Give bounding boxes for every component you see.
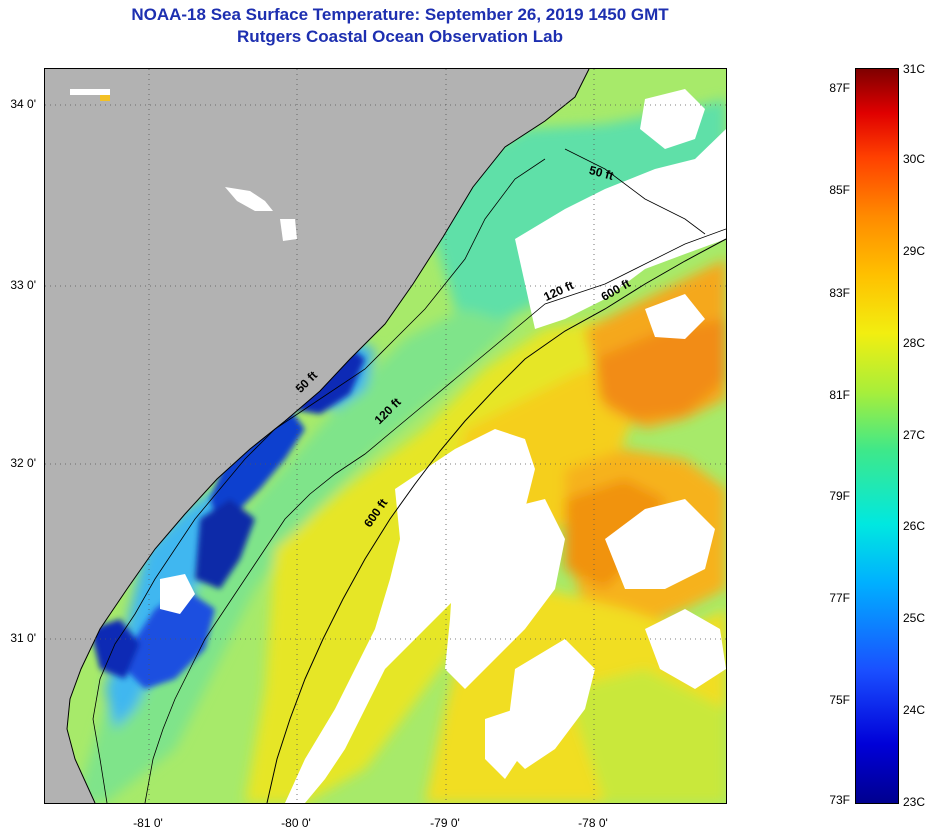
lon-label-81: -81 0' bbox=[133, 816, 163, 830]
lat-label-32: 32 0' bbox=[10, 456, 36, 470]
contour-600ft-line bbox=[266, 238, 726, 803]
lat-label-31: 31 0' bbox=[10, 631, 36, 645]
colorbar-f-79: 79F bbox=[829, 489, 850, 503]
inland-water bbox=[70, 89, 297, 241]
colorbar-f-81: 81F bbox=[829, 388, 850, 402]
colorbar-c-26: 26C bbox=[903, 519, 926, 533]
colorbar-f-73: 73F bbox=[829, 793, 850, 807]
colorbar-c-25: 25C bbox=[903, 611, 926, 625]
lon-label-79: -79 0' bbox=[430, 816, 460, 830]
map-title: NOAA-18 Sea Surface Temperature: Septemb… bbox=[131, 5, 669, 24]
land-area bbox=[45, 69, 589, 803]
colorbar-c-30: 30C bbox=[903, 152, 926, 166]
colorbar-f-87: 87F bbox=[829, 81, 850, 95]
graticule bbox=[45, 69, 726, 803]
colorbar-f-75: 75F bbox=[829, 693, 850, 707]
lat-label-33: 33 0' bbox=[10, 278, 36, 292]
colorbar-c-28: 28C bbox=[903, 336, 926, 350]
colorbar-c-29: 29C bbox=[903, 244, 926, 258]
colorbar-c-23: 23C bbox=[903, 795, 926, 809]
lon-label-78: -78 0' bbox=[578, 816, 608, 830]
lat-label-34: 34 0' bbox=[10, 97, 36, 111]
temperature-colorbar bbox=[855, 68, 899, 804]
lon-label-80: -80 0' bbox=[281, 816, 311, 830]
colorbar-f-83: 83F bbox=[829, 286, 850, 300]
sst-map bbox=[44, 68, 727, 804]
contour-120ft-line bbox=[144, 228, 726, 803]
colorbar-c-24: 24C bbox=[903, 703, 926, 717]
colorbar-f-77: 77F bbox=[829, 591, 850, 605]
map-subtitle: Rutgers Coastal Ocean Observation Lab bbox=[237, 27, 563, 46]
colorbar-f-85: 85F bbox=[829, 183, 850, 197]
contour-50ft-line bbox=[92, 148, 706, 803]
colorbar-c-31: 31C bbox=[903, 62, 926, 76]
colorbar-c-27: 27C bbox=[903, 428, 926, 442]
cloud-cover bbox=[160, 89, 726, 803]
coastline bbox=[66, 69, 590, 803]
